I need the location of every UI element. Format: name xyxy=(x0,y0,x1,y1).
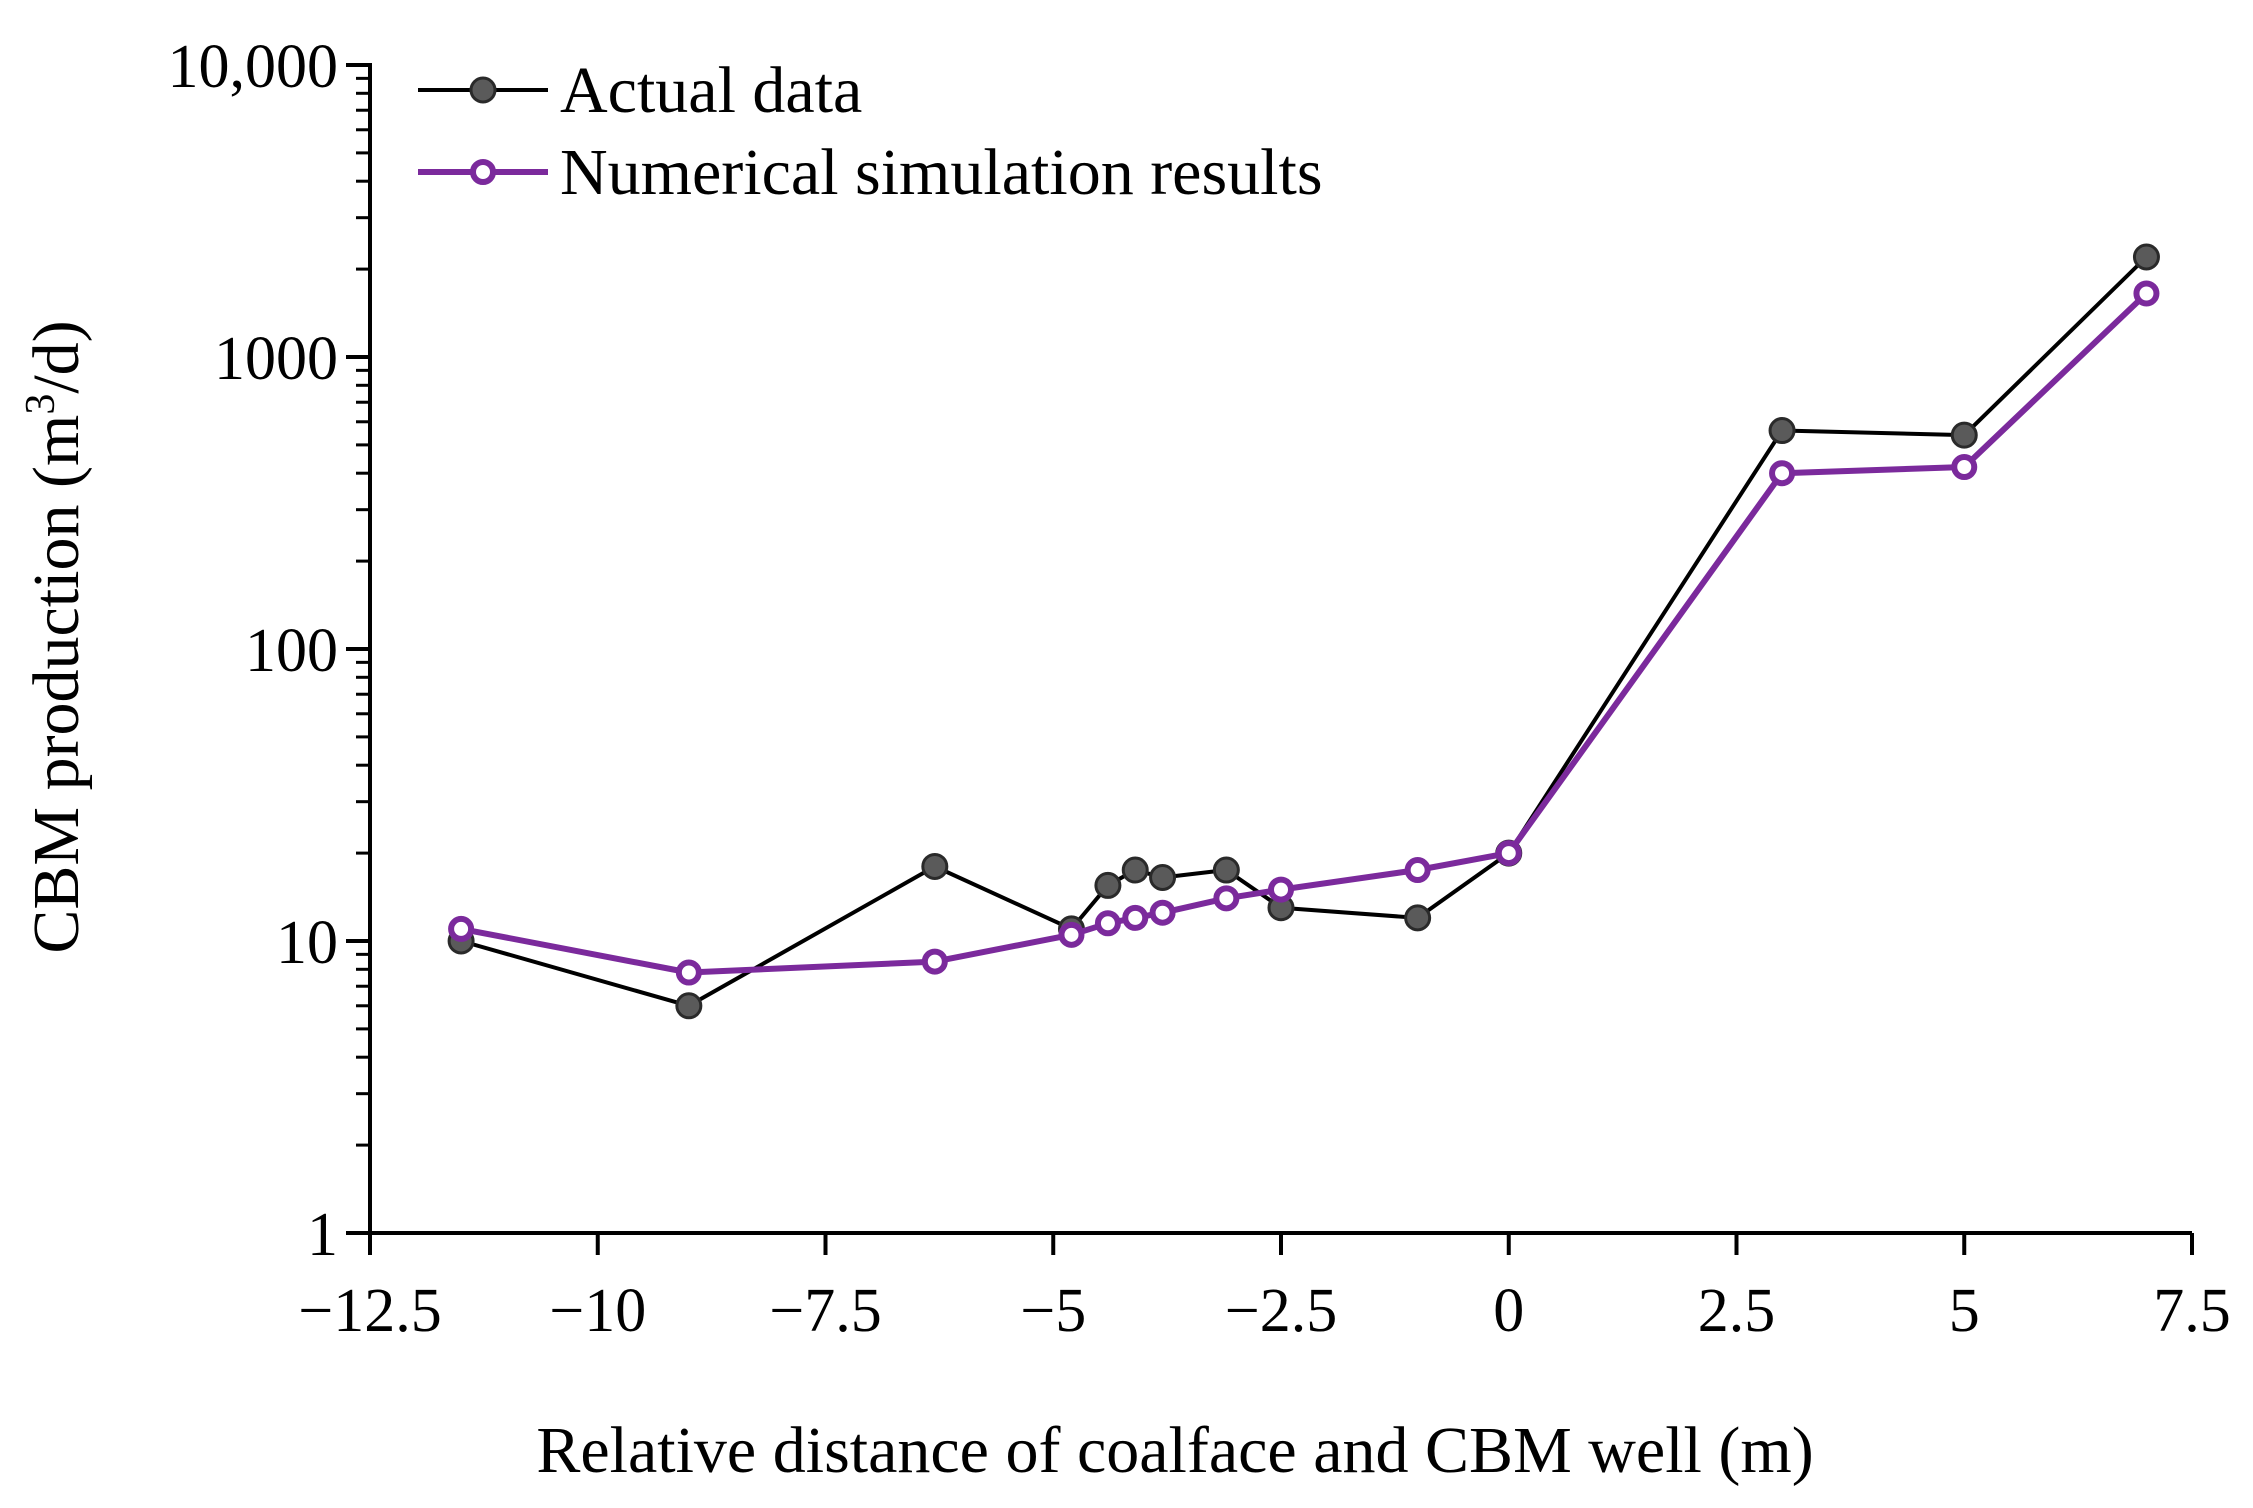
legend: Actual data Numerical simulation results xyxy=(418,54,1323,209)
legend-label: Actual data xyxy=(560,54,862,127)
data-point xyxy=(1094,910,1121,937)
legend-marker xyxy=(469,76,497,104)
y-tick-label: 10,000 xyxy=(168,33,339,101)
data-point xyxy=(1149,863,1177,891)
y-axis-title: CBM production (m3/d) xyxy=(18,320,93,953)
y-axis-title-superscript: 3 xyxy=(18,394,64,415)
y-tick-label: 10 xyxy=(276,909,338,977)
data-point xyxy=(1951,454,1978,481)
series-1 xyxy=(447,243,2160,1020)
x-tick-label: −7.5 xyxy=(769,1277,881,1345)
x-tick-label: −12.5 xyxy=(298,1277,441,1345)
data-point xyxy=(448,915,475,942)
axes: 1 10 100 1000 10,000 −12.5 −10 −7.5 −5 −2.5 0 2.5 5… xyxy=(168,33,2231,1345)
y-tick-label: 1000 xyxy=(214,325,338,393)
data-point xyxy=(1213,885,1240,912)
data-point xyxy=(1212,856,1240,884)
legend-label: Numerical simulation results xyxy=(560,136,1323,209)
series-line xyxy=(460,291,2149,976)
x-tick-label: 2.5 xyxy=(1698,1277,1776,1345)
data-point xyxy=(1149,899,1176,926)
x-tick-label: 0 xyxy=(1493,1277,1524,1345)
y-tick-label: 100 xyxy=(245,617,338,685)
data-point xyxy=(675,959,702,986)
data-point xyxy=(1404,904,1432,932)
data-point xyxy=(1495,840,1522,867)
data-point xyxy=(1404,857,1431,884)
y-tick-label: 1 xyxy=(307,1201,338,1269)
x-tick-label: −5 xyxy=(1020,1277,1086,1345)
x-tick-label: −10 xyxy=(549,1277,646,1345)
x-tick-label: 7.5 xyxy=(2153,1277,2231,1345)
x-axis-title: Relative distance of coalface and CBM we… xyxy=(536,1414,1813,1487)
series-line xyxy=(460,255,2148,1008)
data-point xyxy=(1122,904,1149,931)
data-point xyxy=(1950,421,1978,449)
data-point xyxy=(1058,921,1085,948)
data-point xyxy=(921,948,948,975)
legend-marker xyxy=(470,159,496,185)
data-point xyxy=(1268,876,1294,903)
data-point xyxy=(1768,417,1796,445)
y-axis-title-end: /d) xyxy=(20,320,93,393)
data-point xyxy=(2132,243,2160,271)
data-point xyxy=(1094,871,1122,899)
data-point xyxy=(675,992,703,1020)
x-ticks: −12.5 −10 −7.5 −5 −2.5 0 2.5 5 7.5 xyxy=(298,1233,2231,1345)
data-point xyxy=(921,852,949,880)
series-layer xyxy=(447,243,2160,1020)
data-point xyxy=(1121,856,1149,884)
data-point xyxy=(2133,280,2160,307)
x-tick-label: 5 xyxy=(1949,1277,1980,1345)
y-ticks: 1 10 100 1000 10,000 xyxy=(168,33,370,1269)
y-axis-title-main: CBM production (m xyxy=(20,415,93,954)
data-point xyxy=(1769,460,1796,487)
series-2 xyxy=(448,280,2160,986)
x-tick-label: −2.5 xyxy=(1225,1277,1337,1345)
